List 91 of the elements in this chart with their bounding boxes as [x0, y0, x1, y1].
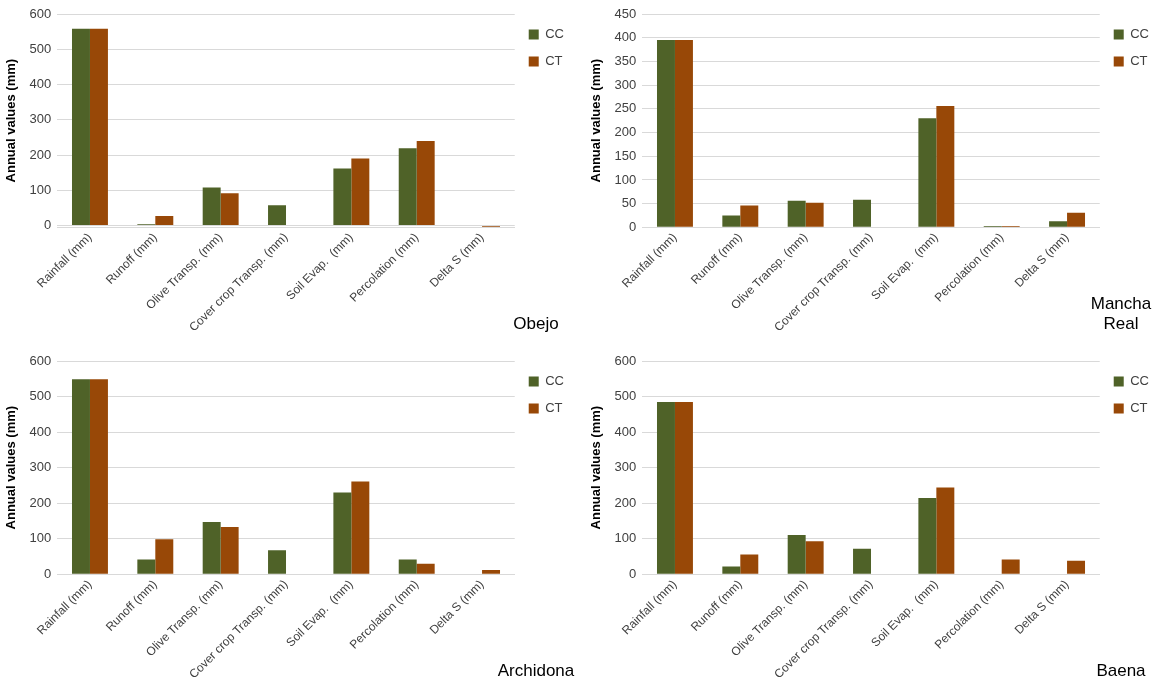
bar	[674, 40, 693, 227]
bar	[722, 215, 741, 227]
bar	[351, 158, 370, 226]
bar	[71, 28, 90, 226]
y-tick-label: 450	[614, 5, 637, 21]
bar	[936, 105, 955, 227]
y-tick-label: 600	[614, 352, 637, 368]
bar	[1067, 560, 1086, 574]
bar	[333, 168, 352, 226]
y-tick-label: 200	[29, 494, 52, 510]
bar	[155, 216, 174, 226]
bar	[918, 497, 937, 574]
y-axis-title: Annual values (mm)	[588, 58, 604, 183]
y-tick-label: 300	[614, 76, 637, 92]
bar	[398, 559, 417, 574]
bar	[89, 28, 108, 226]
y-tick-label: 600	[29, 352, 52, 368]
legend-label: CC	[545, 373, 564, 389]
bar	[740, 554, 759, 574]
bar	[398, 148, 417, 226]
bar	[1049, 221, 1068, 227]
bar	[853, 199, 872, 227]
bar	[71, 379, 90, 574]
bar	[787, 534, 806, 574]
y-tick-label: 300	[614, 459, 637, 475]
y-tick-label: 500	[29, 388, 52, 404]
bar	[787, 200, 806, 227]
y-tick-label: 500	[29, 40, 52, 56]
y-tick-label: 200	[614, 124, 637, 140]
bar	[202, 522, 221, 574]
y-axis-title: Annual values (mm)	[3, 58, 19, 183]
y-tick-label: 400	[614, 29, 637, 45]
text: Archidona	[496, 661, 576, 681]
bar	[220, 527, 239, 574]
y-tick-label: 0	[629, 565, 637, 581]
y-tick-label: 100	[29, 181, 52, 197]
y-tick-label: 500	[614, 388, 637, 404]
legend-label: CT	[545, 53, 563, 69]
bar	[656, 401, 675, 574]
bar	[674, 401, 693, 574]
bar	[268, 550, 287, 574]
bar	[722, 566, 741, 574]
bar	[918, 118, 937, 227]
text: Baena	[1095, 661, 1147, 681]
y-tick-label: 350	[614, 52, 637, 68]
y-tick-label: 0	[629, 218, 637, 234]
y-tick-label: 50	[621, 195, 637, 211]
bar	[805, 541, 824, 574]
bar	[333, 492, 352, 574]
bar	[416, 140, 435, 226]
bar	[1067, 212, 1086, 227]
y-tick-label: 100	[614, 171, 637, 187]
y-tick-label: 200	[614, 494, 637, 510]
bar	[482, 570, 501, 574]
legend-label: CC	[1130, 26, 1149, 42]
bar	[202, 187, 221, 226]
y-tick-label: 100	[29, 530, 52, 546]
y-tick-label: 400	[614, 423, 637, 439]
bar	[416, 563, 435, 574]
y-tick-label: 300	[29, 459, 52, 475]
bar	[805, 202, 824, 227]
bar	[137, 559, 156, 574]
y-axis-title: Annual values (mm)	[3, 405, 19, 530]
bar	[936, 487, 955, 574]
y-tick-label: 200	[29, 146, 52, 162]
bar	[656, 40, 675, 227]
bar	[155, 539, 174, 574]
y-tick-label: 100	[614, 530, 637, 546]
y-tick-label: 150	[614, 147, 637, 163]
text: Mancha Real	[1089, 294, 1153, 334]
bar	[1001, 559, 1020, 574]
y-axis-title: Annual values (mm)	[588, 405, 604, 530]
y-tick-label: 300	[29, 111, 52, 127]
bar	[351, 481, 370, 574]
text: Obejo	[512, 314, 560, 334]
y-tick-label: 250	[614, 100, 637, 116]
y-tick-label: 400	[29, 423, 52, 439]
legend-label: CC	[1130, 373, 1149, 389]
bar	[268, 205, 287, 226]
bar	[853, 548, 872, 574]
y-tick-label: 600	[29, 5, 52, 21]
bar	[89, 379, 108, 574]
y-tick-label: 0	[44, 217, 52, 233]
legend-label: CT	[1130, 53, 1148, 69]
y-tick-label: 400	[29, 76, 52, 92]
legend-label: CT	[1130, 400, 1148, 416]
bar	[220, 193, 239, 226]
legend-label: CT	[545, 400, 563, 416]
legend-label: CC	[545, 26, 564, 42]
y-tick-label: 0	[44, 565, 52, 581]
bar	[740, 205, 759, 227]
